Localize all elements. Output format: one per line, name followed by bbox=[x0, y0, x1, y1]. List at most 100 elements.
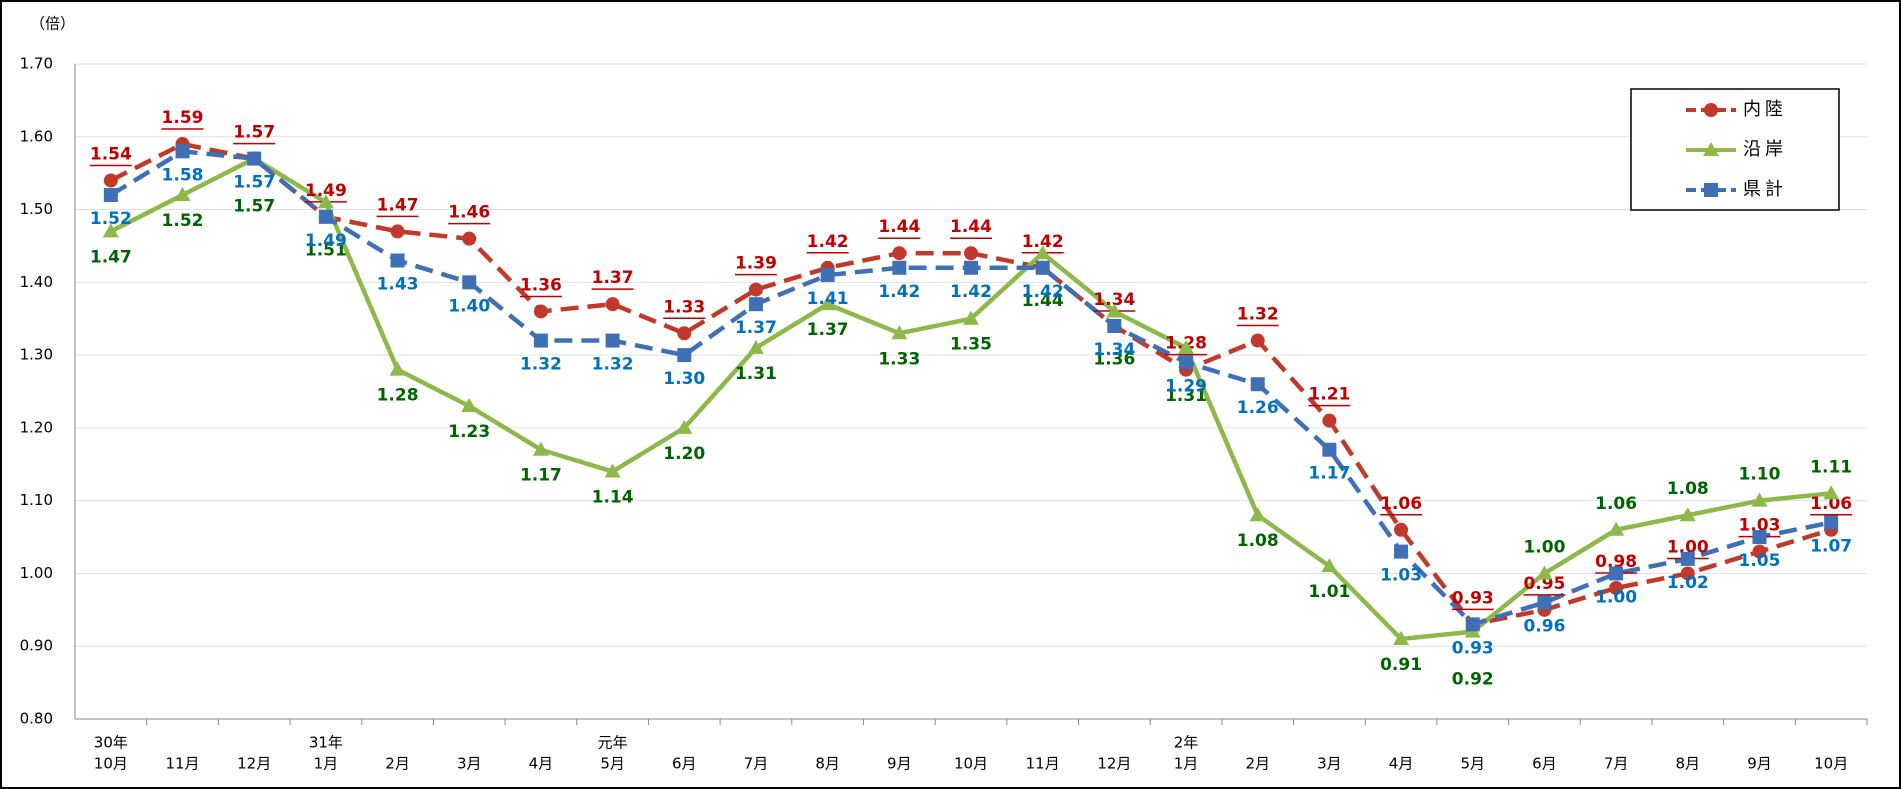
data-point bbox=[1393, 630, 1410, 645]
legend-label: 県計 bbox=[1743, 179, 1787, 200]
x-tick-label: 3月 bbox=[1317, 755, 1342, 773]
data-point bbox=[1608, 521, 1625, 536]
x-tick-label: 9月 bbox=[1747, 755, 1772, 773]
value-label: 1.36 bbox=[520, 275, 562, 295]
x-tick-label: 9月 bbox=[887, 755, 912, 773]
data-point bbox=[175, 144, 190, 159]
value-label: 0.93 bbox=[1452, 638, 1494, 658]
data-point bbox=[605, 333, 620, 348]
value-label: 0.93 bbox=[1452, 588, 1494, 608]
value-label: 1.57 bbox=[233, 197, 275, 217]
x-tick-label: 11月 bbox=[1026, 755, 1060, 773]
x-tick-label: 11月 bbox=[165, 755, 199, 773]
value-label: 1.10 bbox=[1739, 465, 1781, 485]
value-label: 1.33 bbox=[878, 349, 920, 369]
data-point bbox=[532, 441, 549, 456]
value-label: 1.06 bbox=[1380, 494, 1422, 514]
value-label: 1.44 bbox=[878, 217, 920, 237]
value-label: 1.47 bbox=[377, 195, 419, 215]
data-point bbox=[1250, 333, 1265, 348]
value-label: 1.35 bbox=[950, 335, 992, 355]
data-point bbox=[1751, 492, 1768, 507]
legend-marker bbox=[1703, 142, 1719, 156]
value-label: 1.03 bbox=[1739, 516, 1781, 536]
value-label: 1.32 bbox=[520, 355, 562, 375]
data-point bbox=[1824, 515, 1839, 530]
data-point bbox=[103, 188, 118, 202]
value-label: 1.34 bbox=[1093, 290, 1135, 310]
x-tick-label: 10月 bbox=[954, 755, 988, 773]
value-label: 1.06 bbox=[1810, 494, 1852, 514]
value-label: 1.49 bbox=[305, 181, 347, 201]
x-year-label: 元年 bbox=[598, 734, 628, 752]
x-tick-label: 12月 bbox=[237, 755, 271, 773]
data-point bbox=[1536, 565, 1553, 580]
data-point bbox=[1035, 260, 1050, 275]
data-point bbox=[247, 151, 262, 166]
x-tick-label: 4月 bbox=[529, 755, 554, 773]
x-tick-label: 8月 bbox=[1676, 755, 1701, 773]
value-label: 1.52 bbox=[162, 211, 204, 231]
value-label: 1.37 bbox=[592, 268, 634, 288]
data-point bbox=[964, 246, 978, 261]
data-point bbox=[891, 325, 908, 340]
data-point bbox=[1178, 339, 1195, 354]
data-point bbox=[102, 223, 119, 238]
data-point bbox=[1752, 544, 1767, 559]
value-label: 1.42 bbox=[878, 282, 920, 302]
value-label: 1.54 bbox=[90, 144, 132, 164]
data-point bbox=[1394, 544, 1409, 559]
data-point bbox=[1465, 617, 1480, 632]
value-label: 1.02 bbox=[1667, 573, 1709, 593]
data-point bbox=[1322, 442, 1337, 457]
value-label: 1.00 bbox=[1595, 587, 1637, 607]
y-tick-label: 1.70 bbox=[20, 55, 53, 73]
data-point bbox=[317, 194, 334, 209]
value-label: 1.23 bbox=[448, 422, 490, 442]
data-point bbox=[892, 246, 907, 261]
data-point bbox=[1609, 566, 1624, 581]
value-label: 1.14 bbox=[592, 488, 634, 508]
value-label: 1.40 bbox=[448, 296, 490, 316]
data-point bbox=[1321, 558, 1338, 573]
x-tick-label: 6月 bbox=[672, 755, 697, 773]
data-point bbox=[1179, 355, 1194, 370]
data-point bbox=[318, 209, 333, 224]
data-point bbox=[462, 231, 477, 246]
value-label: 1.47 bbox=[90, 247, 132, 267]
data-point bbox=[389, 361, 406, 376]
data-point bbox=[748, 282, 763, 297]
y-tick-label: 1.20 bbox=[20, 418, 53, 436]
data-point bbox=[677, 348, 692, 363]
x-tick-label: 5月 bbox=[600, 755, 625, 773]
data-point bbox=[462, 275, 477, 290]
value-label: 1.41 bbox=[807, 289, 849, 309]
legend-label: 内陸 bbox=[1743, 99, 1787, 120]
x-tick-label: 3月 bbox=[457, 755, 482, 773]
value-label: 1.43 bbox=[377, 275, 419, 295]
data-point bbox=[174, 187, 191, 201]
value-label: 1.11 bbox=[1810, 457, 1852, 477]
y-tick-label: 0.80 bbox=[20, 710, 53, 728]
x-tick-label: 8月 bbox=[815, 755, 840, 773]
value-label: 1.05 bbox=[1739, 551, 1781, 571]
value-label: 1.08 bbox=[1237, 531, 1279, 551]
data-point bbox=[1537, 595, 1552, 610]
data-point bbox=[1609, 581, 1624, 595]
value-label: 1.59 bbox=[162, 108, 204, 128]
data-point bbox=[1394, 522, 1409, 537]
x-tick-label: 6月 bbox=[1532, 755, 1557, 773]
value-label: 1.17 bbox=[1308, 464, 1350, 484]
x-tick-label: 7月 bbox=[1604, 755, 1629, 773]
value-label: 1.28 bbox=[377, 386, 419, 406]
data-point bbox=[892, 260, 907, 275]
value-label: 1.34 bbox=[1093, 340, 1135, 360]
data-point bbox=[103, 173, 118, 188]
data-point bbox=[677, 326, 692, 341]
y-tick-label: 1.40 bbox=[20, 273, 53, 291]
x-tick-label: 5月 bbox=[1460, 755, 1485, 773]
y-tick-label: 0.90 bbox=[20, 637, 53, 655]
value-label: 1.42 bbox=[1022, 232, 1064, 252]
value-label: 1.44 bbox=[1022, 291, 1064, 311]
data-point bbox=[820, 268, 835, 283]
